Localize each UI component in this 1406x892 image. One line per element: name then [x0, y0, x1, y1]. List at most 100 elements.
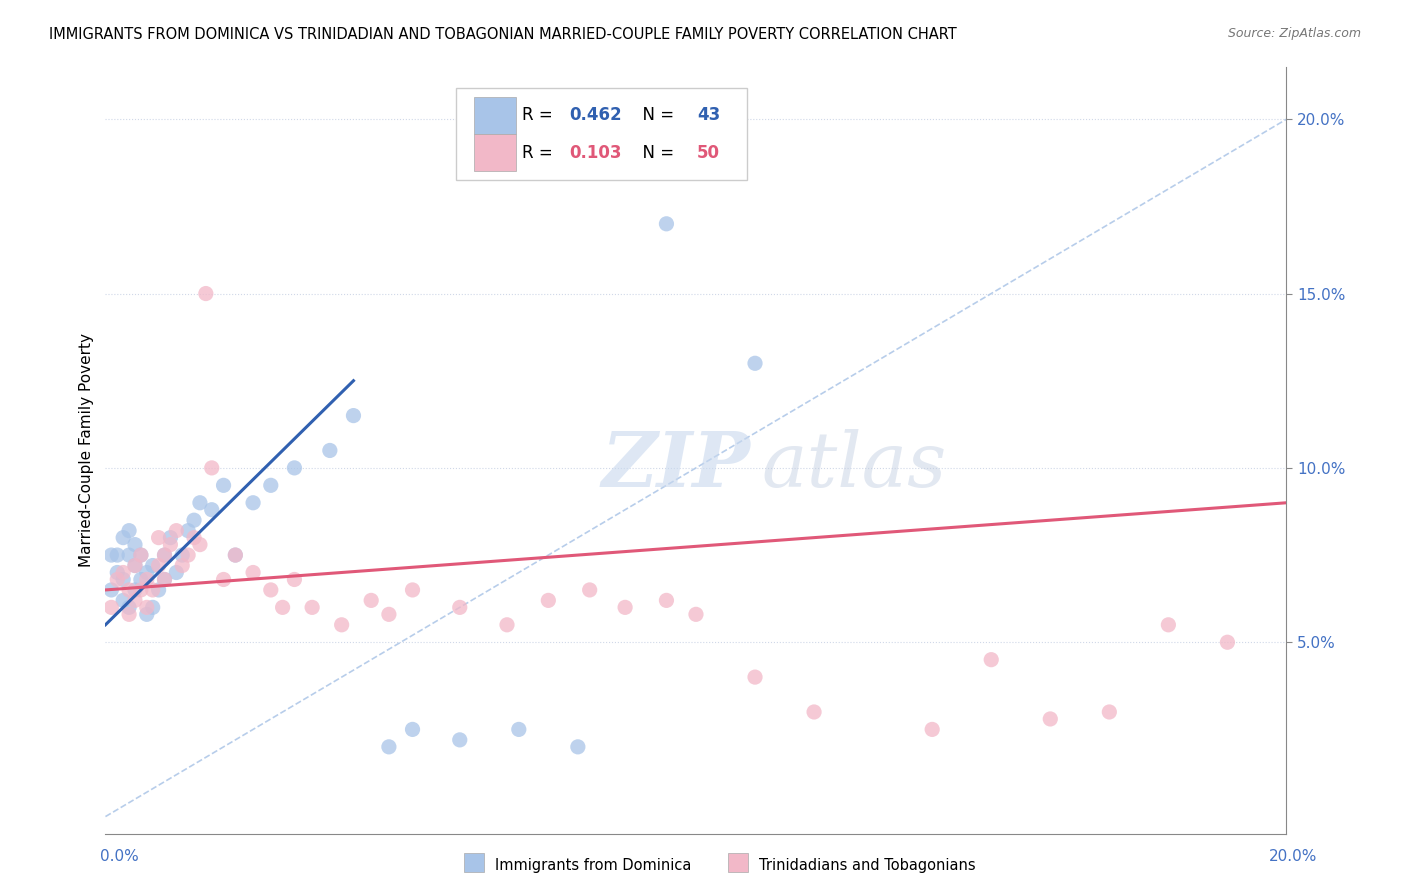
Text: Trinidadians and Tobagonians: Trinidadians and Tobagonians	[759, 858, 976, 872]
FancyBboxPatch shape	[474, 134, 516, 171]
Point	[112, 573, 135, 587]
Text: 20.0%: 20.0%	[1270, 849, 1317, 863]
Point	[378, 739, 401, 754]
Point	[183, 531, 205, 545]
Point	[159, 531, 181, 545]
Point	[153, 573, 176, 587]
Point	[401, 582, 423, 597]
Point	[153, 573, 176, 587]
Text: 0.0%: 0.0%	[100, 849, 139, 863]
Point	[271, 600, 294, 615]
Point	[212, 478, 235, 492]
Point	[578, 582, 600, 597]
Point	[188, 496, 211, 510]
Point	[360, 593, 382, 607]
Point	[124, 558, 146, 573]
Text: atlas: atlas	[761, 429, 946, 503]
Point	[177, 524, 200, 538]
Text: ZIP: ZIP	[602, 429, 751, 503]
Text: 43: 43	[697, 106, 720, 125]
Point	[142, 558, 165, 573]
Point	[118, 600, 141, 615]
Point	[537, 593, 560, 607]
Point	[118, 548, 141, 562]
Point	[980, 653, 1002, 667]
Point	[112, 593, 135, 607]
Point	[135, 607, 157, 622]
Point	[112, 531, 135, 545]
Point	[301, 600, 323, 615]
Point	[330, 617, 353, 632]
FancyBboxPatch shape	[456, 87, 747, 180]
Point	[260, 582, 283, 597]
Point	[449, 600, 471, 615]
Point	[148, 531, 170, 545]
Point	[153, 548, 176, 562]
Point	[100, 548, 122, 562]
Point	[142, 600, 165, 615]
Point	[159, 538, 181, 552]
Point	[614, 600, 637, 615]
Point	[685, 607, 707, 622]
Point	[165, 566, 187, 580]
Point	[124, 593, 146, 607]
Point	[319, 443, 342, 458]
Point	[118, 524, 141, 538]
Point	[212, 573, 235, 587]
Text: N =: N =	[633, 144, 679, 161]
Point	[508, 723, 530, 737]
Y-axis label: Married-Couple Family Poverty: Married-Couple Family Poverty	[79, 334, 94, 567]
Point	[201, 461, 224, 475]
Point	[129, 548, 152, 562]
Point	[224, 548, 246, 562]
Point	[105, 548, 128, 562]
Text: Source: ZipAtlas.com: Source: ZipAtlas.com	[1227, 27, 1361, 40]
Text: R =: R =	[523, 106, 558, 125]
Point	[567, 739, 589, 754]
Text: R =: R =	[523, 144, 558, 161]
Point	[135, 566, 157, 580]
Point	[183, 513, 205, 527]
Point	[744, 670, 766, 684]
Point	[194, 286, 217, 301]
Point	[921, 723, 943, 737]
Point	[112, 566, 135, 580]
Point	[224, 548, 246, 562]
Point	[124, 538, 146, 552]
Point	[260, 478, 283, 492]
Point	[153, 548, 176, 562]
Point	[100, 600, 122, 615]
Point	[283, 573, 305, 587]
Point	[342, 409, 364, 423]
Point	[201, 502, 224, 516]
Point	[148, 558, 170, 573]
Point	[401, 723, 423, 737]
Text: 0.103: 0.103	[569, 144, 621, 161]
Point	[142, 582, 165, 597]
Point	[118, 582, 141, 597]
Text: N =: N =	[633, 106, 679, 125]
Point	[135, 573, 157, 587]
Point	[655, 217, 678, 231]
Point	[172, 558, 194, 573]
Point	[1157, 617, 1180, 632]
Point	[118, 607, 141, 622]
Point	[803, 705, 825, 719]
Point	[165, 524, 187, 538]
Text: 50: 50	[697, 144, 720, 161]
FancyBboxPatch shape	[474, 97, 516, 134]
Point	[655, 593, 678, 607]
Point	[496, 617, 519, 632]
Point	[129, 573, 152, 587]
Point	[242, 496, 264, 510]
Point	[744, 356, 766, 370]
Point	[1216, 635, 1239, 649]
Point	[449, 732, 471, 747]
Point	[1098, 705, 1121, 719]
Point	[177, 548, 200, 562]
Point	[378, 607, 401, 622]
Text: 0.462: 0.462	[569, 106, 623, 125]
Point	[105, 573, 128, 587]
Point	[100, 582, 122, 597]
Text: Immigrants from Dominica: Immigrants from Dominica	[495, 858, 692, 872]
